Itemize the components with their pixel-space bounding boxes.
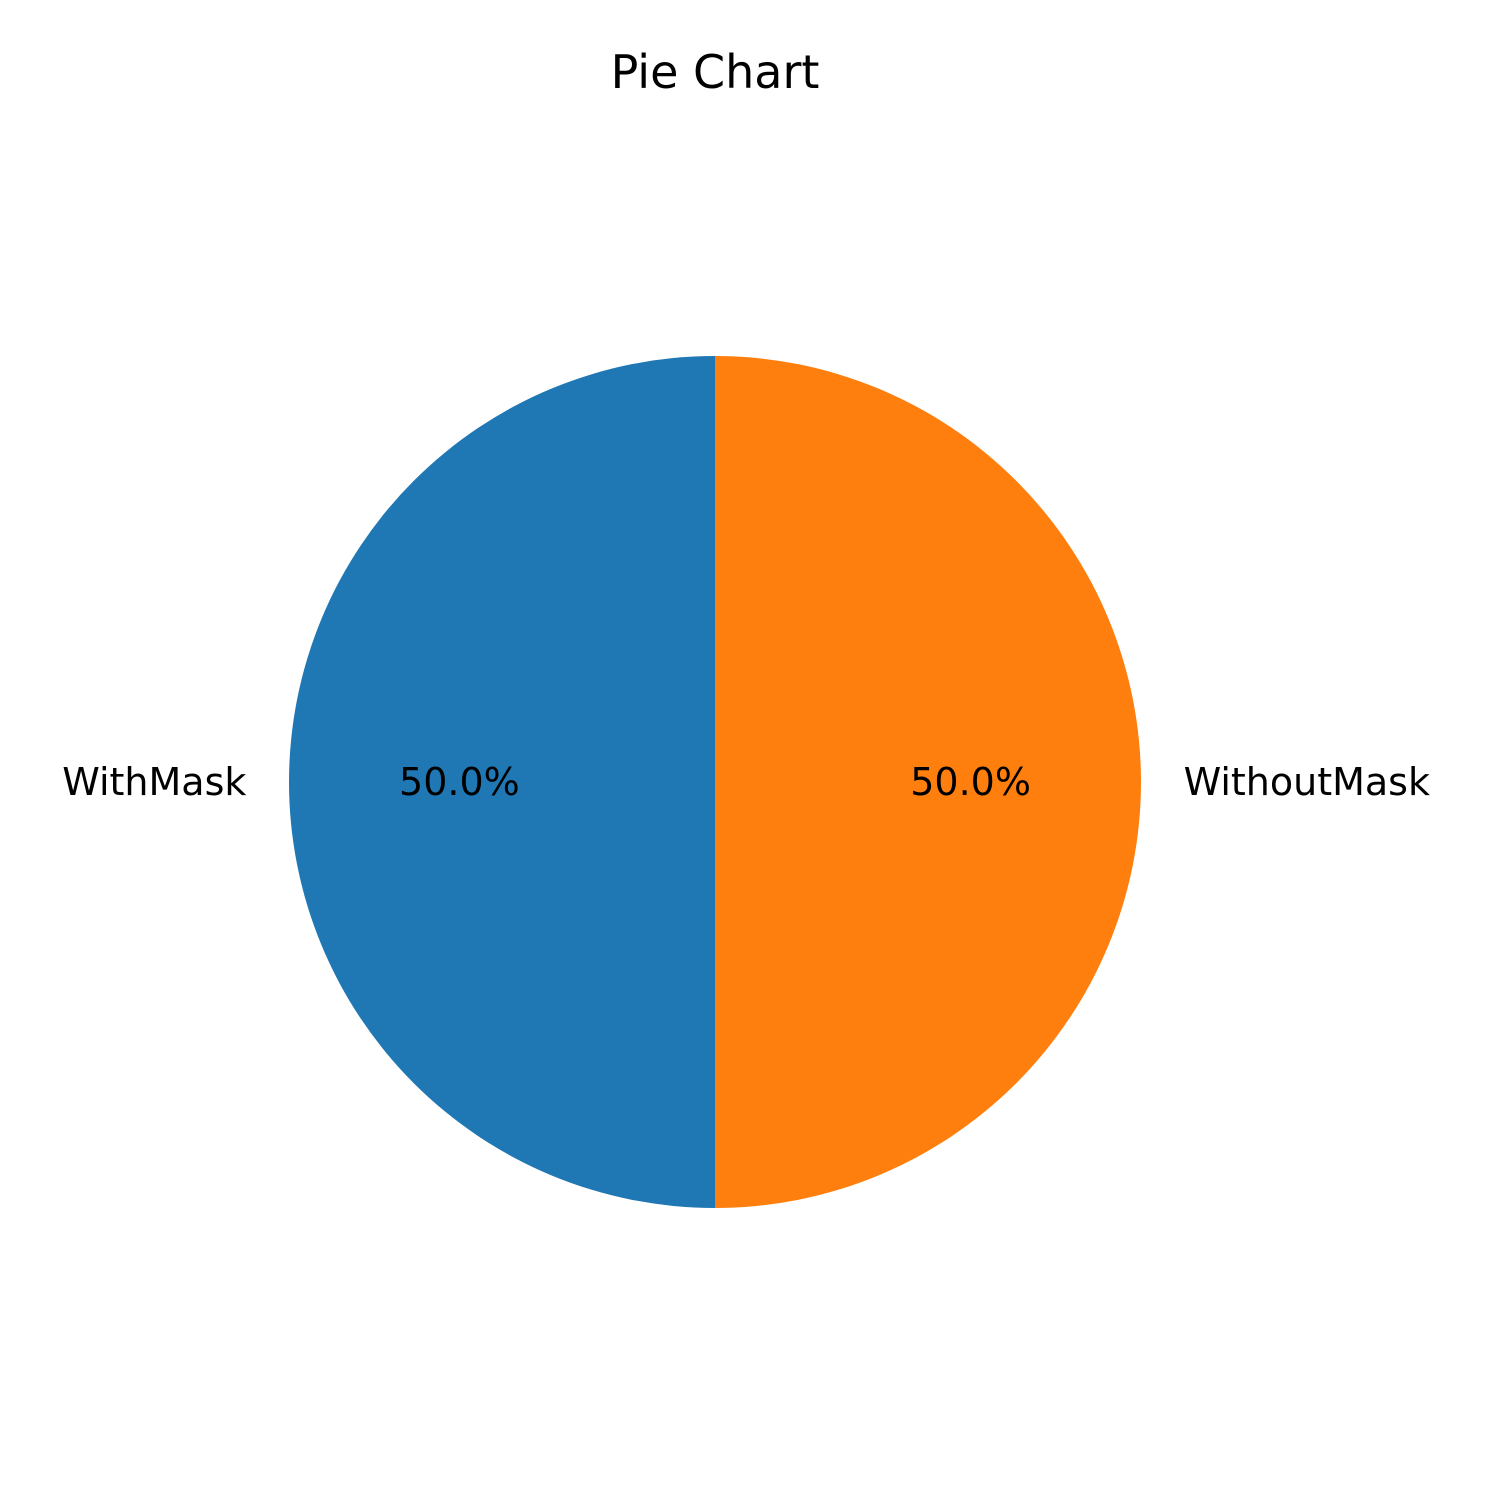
pie-slices	[289, 356, 1141, 1208]
chart-title: Pie Chart	[611, 45, 820, 99]
slice-label-withmask: WithMask	[62, 760, 246, 804]
pie-slice-withoutmask	[715, 356, 1141, 1208]
slice-percent-withoutmask: 50.0%	[910, 760, 1031, 804]
pie-labels: WithMask 50.0% WithoutMask 50.0%	[62, 760, 1430, 804]
pie-slice-withmask	[289, 356, 715, 1208]
slice-percent-withmask: 50.0%	[399, 760, 520, 804]
slice-label-withoutmask: WithoutMask	[1184, 760, 1430, 804]
